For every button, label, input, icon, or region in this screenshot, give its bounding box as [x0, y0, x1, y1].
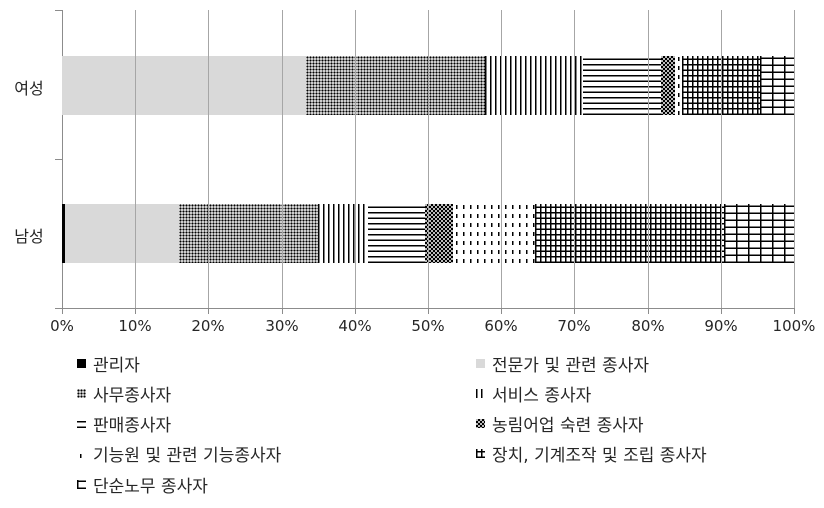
x-axis-tick — [574, 308, 575, 314]
bar-segment-horizontal-lines — [583, 56, 661, 115]
bar-segment-horizontal-lines — [367, 204, 426, 263]
bar-segment-vertical-lines — [485, 56, 584, 115]
x-tick-label: 90% — [704, 317, 738, 335]
gridline — [574, 10, 575, 308]
gridline — [135, 10, 136, 308]
x-axis-tick — [794, 308, 795, 314]
x-tick-label: 100% — [772, 317, 816, 335]
x-tick-label: 50% — [411, 317, 445, 335]
chart-legend: 관리자 전문가 및 관련 종사자 사무종사자 서비스 종사자 판매종사자 농림어… — [0, 350, 824, 508]
bar-segment-brick — [760, 56, 794, 115]
legend-label: 농림어업 숙련 종사자 — [492, 415, 644, 436]
bar-segment-dots — [305, 56, 486, 115]
legend-item-craft: 기능원 및 관련 기능종사자 — [77, 440, 281, 466]
gridline — [355, 10, 356, 308]
x-axis-tick — [355, 308, 356, 314]
bar-segment-dashes — [674, 56, 682, 115]
legend-label: 단순노무 종사자 — [93, 476, 208, 497]
legend-swatch-dashes-icon — [77, 448, 86, 458]
legend-label: 장치, 기계조작 및 조립 종사자 — [492, 445, 707, 466]
x-tick-label: 80% — [631, 317, 665, 335]
bar-segment-checker — [425, 204, 453, 263]
x-axis-tick — [648, 308, 649, 314]
x-axis-tick — [721, 308, 722, 314]
legend-item-agriculture: 농림어업 숙련 종사자 — [476, 410, 644, 436]
legend-swatch-brick-icon — [77, 479, 86, 489]
x-axis — [55, 308, 795, 309]
bar-segment-vertical-lines — [318, 204, 368, 263]
x-axis-tick — [501, 308, 502, 314]
y-axis-tick — [55, 10, 62, 11]
legend-swatch-dots-icon — [77, 388, 86, 398]
legend-item-machine-operators: 장치, 기계조작 및 조립 종사자 — [476, 440, 707, 466]
x-tick-label: 10% — [118, 317, 152, 335]
x-tick-label: 40% — [338, 317, 372, 335]
x-tick-label: 20% — [191, 317, 225, 335]
bar-segment-solid-gray — [64, 204, 180, 263]
bar-segment-grid — [534, 204, 724, 263]
gridline — [428, 10, 429, 308]
legend-label: 기능원 및 관련 기능종사자 — [93, 445, 282, 466]
x-tick-label: 0% — [50, 317, 74, 335]
gridline — [648, 10, 649, 308]
bar-segment-dots — [179, 204, 319, 263]
x-axis-tick — [208, 308, 209, 314]
legend-item-managers: 관리자 — [77, 350, 140, 376]
gridline — [282, 10, 283, 308]
bar-segment-solid-black — [62, 204, 65, 263]
x-axis-tick — [282, 308, 283, 314]
legend-item-elementary: 단순노무 종사자 — [77, 471, 208, 497]
y-label-female: 여성 — [14, 79, 44, 98]
legend-label: 판매종사자 — [93, 415, 172, 436]
legend-swatch-solid-black-icon — [77, 358, 86, 368]
legend-label: 서비스 종사자 — [492, 385, 592, 406]
x-tick-label: 70% — [557, 317, 591, 335]
legend-swatch-horizontal-lines-icon — [77, 418, 86, 428]
legend-swatch-solid-gray-icon — [476, 358, 485, 368]
y-label-male: 남성 — [14, 227, 44, 246]
bar-male — [62, 204, 794, 263]
x-axis-tick — [62, 308, 63, 314]
gridline — [501, 10, 502, 308]
x-tick-label: 30% — [265, 317, 299, 335]
legend-swatch-vertical-lines-icon — [476, 388, 485, 398]
bar-segment-brick — [723, 204, 794, 263]
y-axis-tick — [55, 159, 62, 160]
x-axis-tick — [428, 308, 429, 314]
legend-item-sales: 판매종사자 — [77, 410, 171, 436]
bar-segment-checker — [660, 56, 675, 115]
chart-plot-area: 여성 남성 0% 10% 20% 30% 40% 50% 60% 70% 80% 90% 100% — [0, 0, 824, 340]
x-tick-label: 60% — [484, 317, 518, 335]
y-axis — [62, 10, 63, 308]
legend-item-service: 서비스 종사자 — [476, 380, 591, 406]
legend-swatch-checker-icon — [476, 418, 485, 428]
legend-label: 전문가 및 관련 종사자 — [492, 355, 649, 376]
legend-item-clerical: 사무종사자 — [77, 380, 171, 406]
legend-label: 사무종사자 — [93, 385, 172, 406]
legend-item-professionals: 전문가 및 관련 종사자 — [476, 350, 649, 376]
gridline — [208, 10, 209, 308]
legend-label: 관리자 — [93, 355, 140, 376]
x-axis-tick — [135, 308, 136, 314]
gridline — [794, 10, 795, 308]
legend-swatch-grid-icon — [476, 448, 485, 458]
gridline — [721, 10, 722, 308]
bar-segment-dashes — [452, 204, 535, 263]
bar-segment-solid-gray — [62, 56, 306, 115]
